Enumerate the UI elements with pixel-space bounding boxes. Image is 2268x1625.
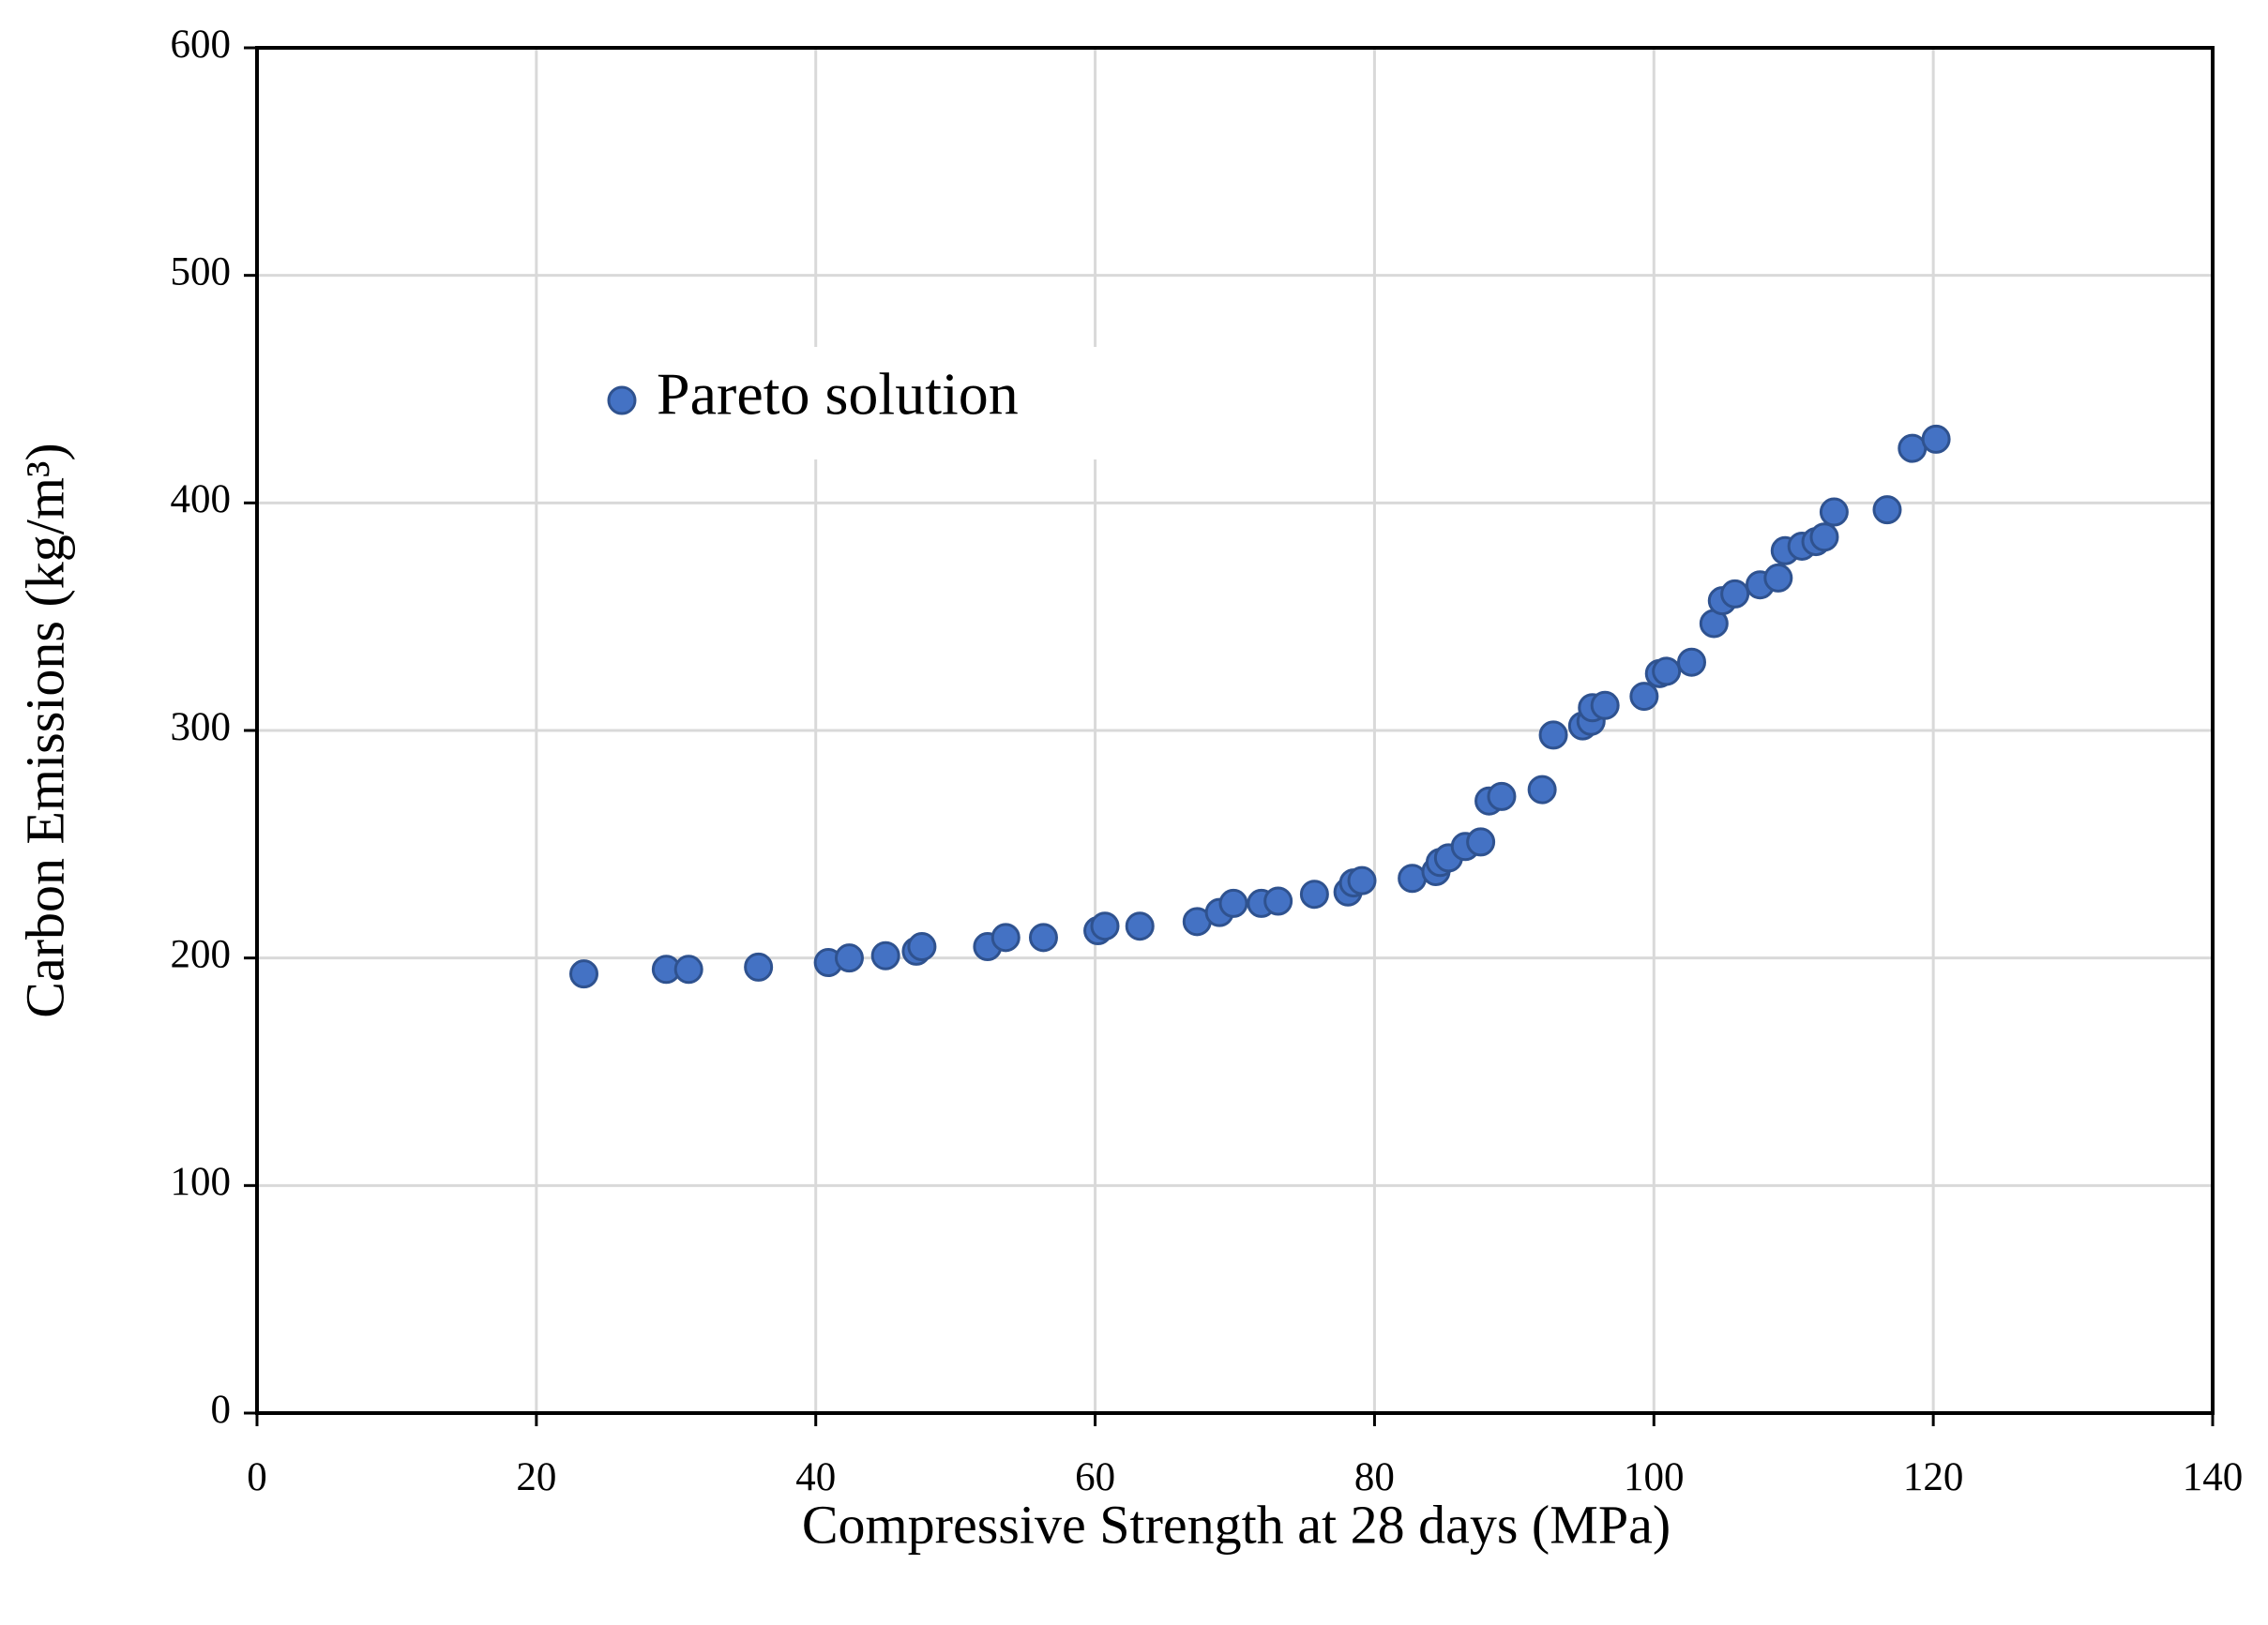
legend-label: Pareto solution [657,361,1019,428]
point [1028,923,1058,953]
x-tick-label: 20 [516,1455,556,1499]
point [1125,911,1155,941]
point [1921,424,1951,454]
point [1299,880,1329,910]
x-tick-label: 40 [795,1455,836,1499]
point [1809,522,1839,552]
y-tick-label: 200 [171,933,232,977]
point [1487,781,1517,811]
x-tick-label: 140 [2183,1455,2244,1499]
x-tick-label: 0 [247,1455,267,1499]
point [673,955,703,985]
point [1872,495,1902,525]
x-axis-title: Compressive Strength at 28 days (MPa) [802,1494,1671,1555]
point [1527,775,1557,805]
point [1819,497,1849,527]
y-axis-title: Carbon Emissions (kg/m³) [14,443,75,1017]
point [870,940,900,970]
y-tick-label: 0 [211,1388,232,1432]
point [1347,865,1377,895]
y-tick-label: 100 [171,1160,232,1204]
point [568,959,598,989]
x-tick-label: 120 [1903,1455,1964,1499]
y-tick-label: 500 [171,250,232,294]
point [1720,579,1750,609]
y-tick-label: 400 [171,477,232,521]
y-tick-label: 600 [171,23,232,67]
x-tick-label: 80 [1354,1455,1395,1499]
point [1590,690,1620,720]
x-tick-label: 100 [1624,1455,1685,1499]
plot-border [255,46,2215,1415]
point [834,943,864,973]
point [1263,886,1293,916]
point [1538,720,1568,750]
point [1629,682,1659,712]
point [1218,888,1248,918]
point [1676,647,1706,677]
point [1652,656,1682,686]
y-tick-label: 300 [171,705,232,749]
point [744,952,774,982]
point [1398,864,1428,894]
legend-box [600,347,1099,459]
point [990,923,1021,953]
plot [568,424,1951,989]
point [1898,433,1928,463]
point [1090,911,1120,941]
point [1763,563,1793,593]
grid [255,46,2215,1415]
point [1466,827,1496,857]
x-tick-label: 60 [1075,1455,1115,1499]
point [907,932,937,962]
legend-marker [607,385,637,415]
